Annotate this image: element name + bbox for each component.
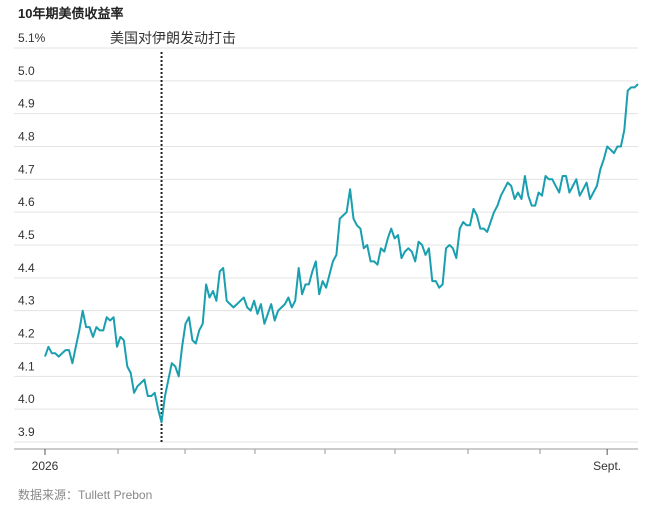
y-tick-label: 4.1 (18, 359, 35, 373)
y-tick-label: 4.8 (18, 130, 35, 144)
y-tick-label: 4.7 (18, 162, 35, 176)
x-tick-label: 2026 (32, 459, 59, 473)
y-tick-label: 5.0 (18, 64, 35, 78)
x-tick-label: Sept. (593, 459, 621, 473)
chart-title: 10年期美债收益率 (18, 6, 123, 21)
source: 数据来源：Tullett Prebon (18, 487, 152, 502)
annotation: 美国对伊朗发动打击 (110, 30, 236, 46)
y-tick-label: 4.2 (18, 327, 35, 341)
y-tick-label: 4.4 (18, 261, 35, 275)
line (44, 83, 639, 424)
y-tick-label: 3.9 (18, 425, 35, 439)
y-tick-label: 5.1% (18, 31, 46, 45)
y-tick-label: 4.0 (18, 392, 35, 406)
y-tick-label: 4.6 (18, 195, 35, 209)
y-tick-label: 4.3 (18, 294, 35, 308)
y-tick-label: 4.9 (18, 97, 35, 111)
y-tick-label: 4.5 (18, 228, 35, 242)
